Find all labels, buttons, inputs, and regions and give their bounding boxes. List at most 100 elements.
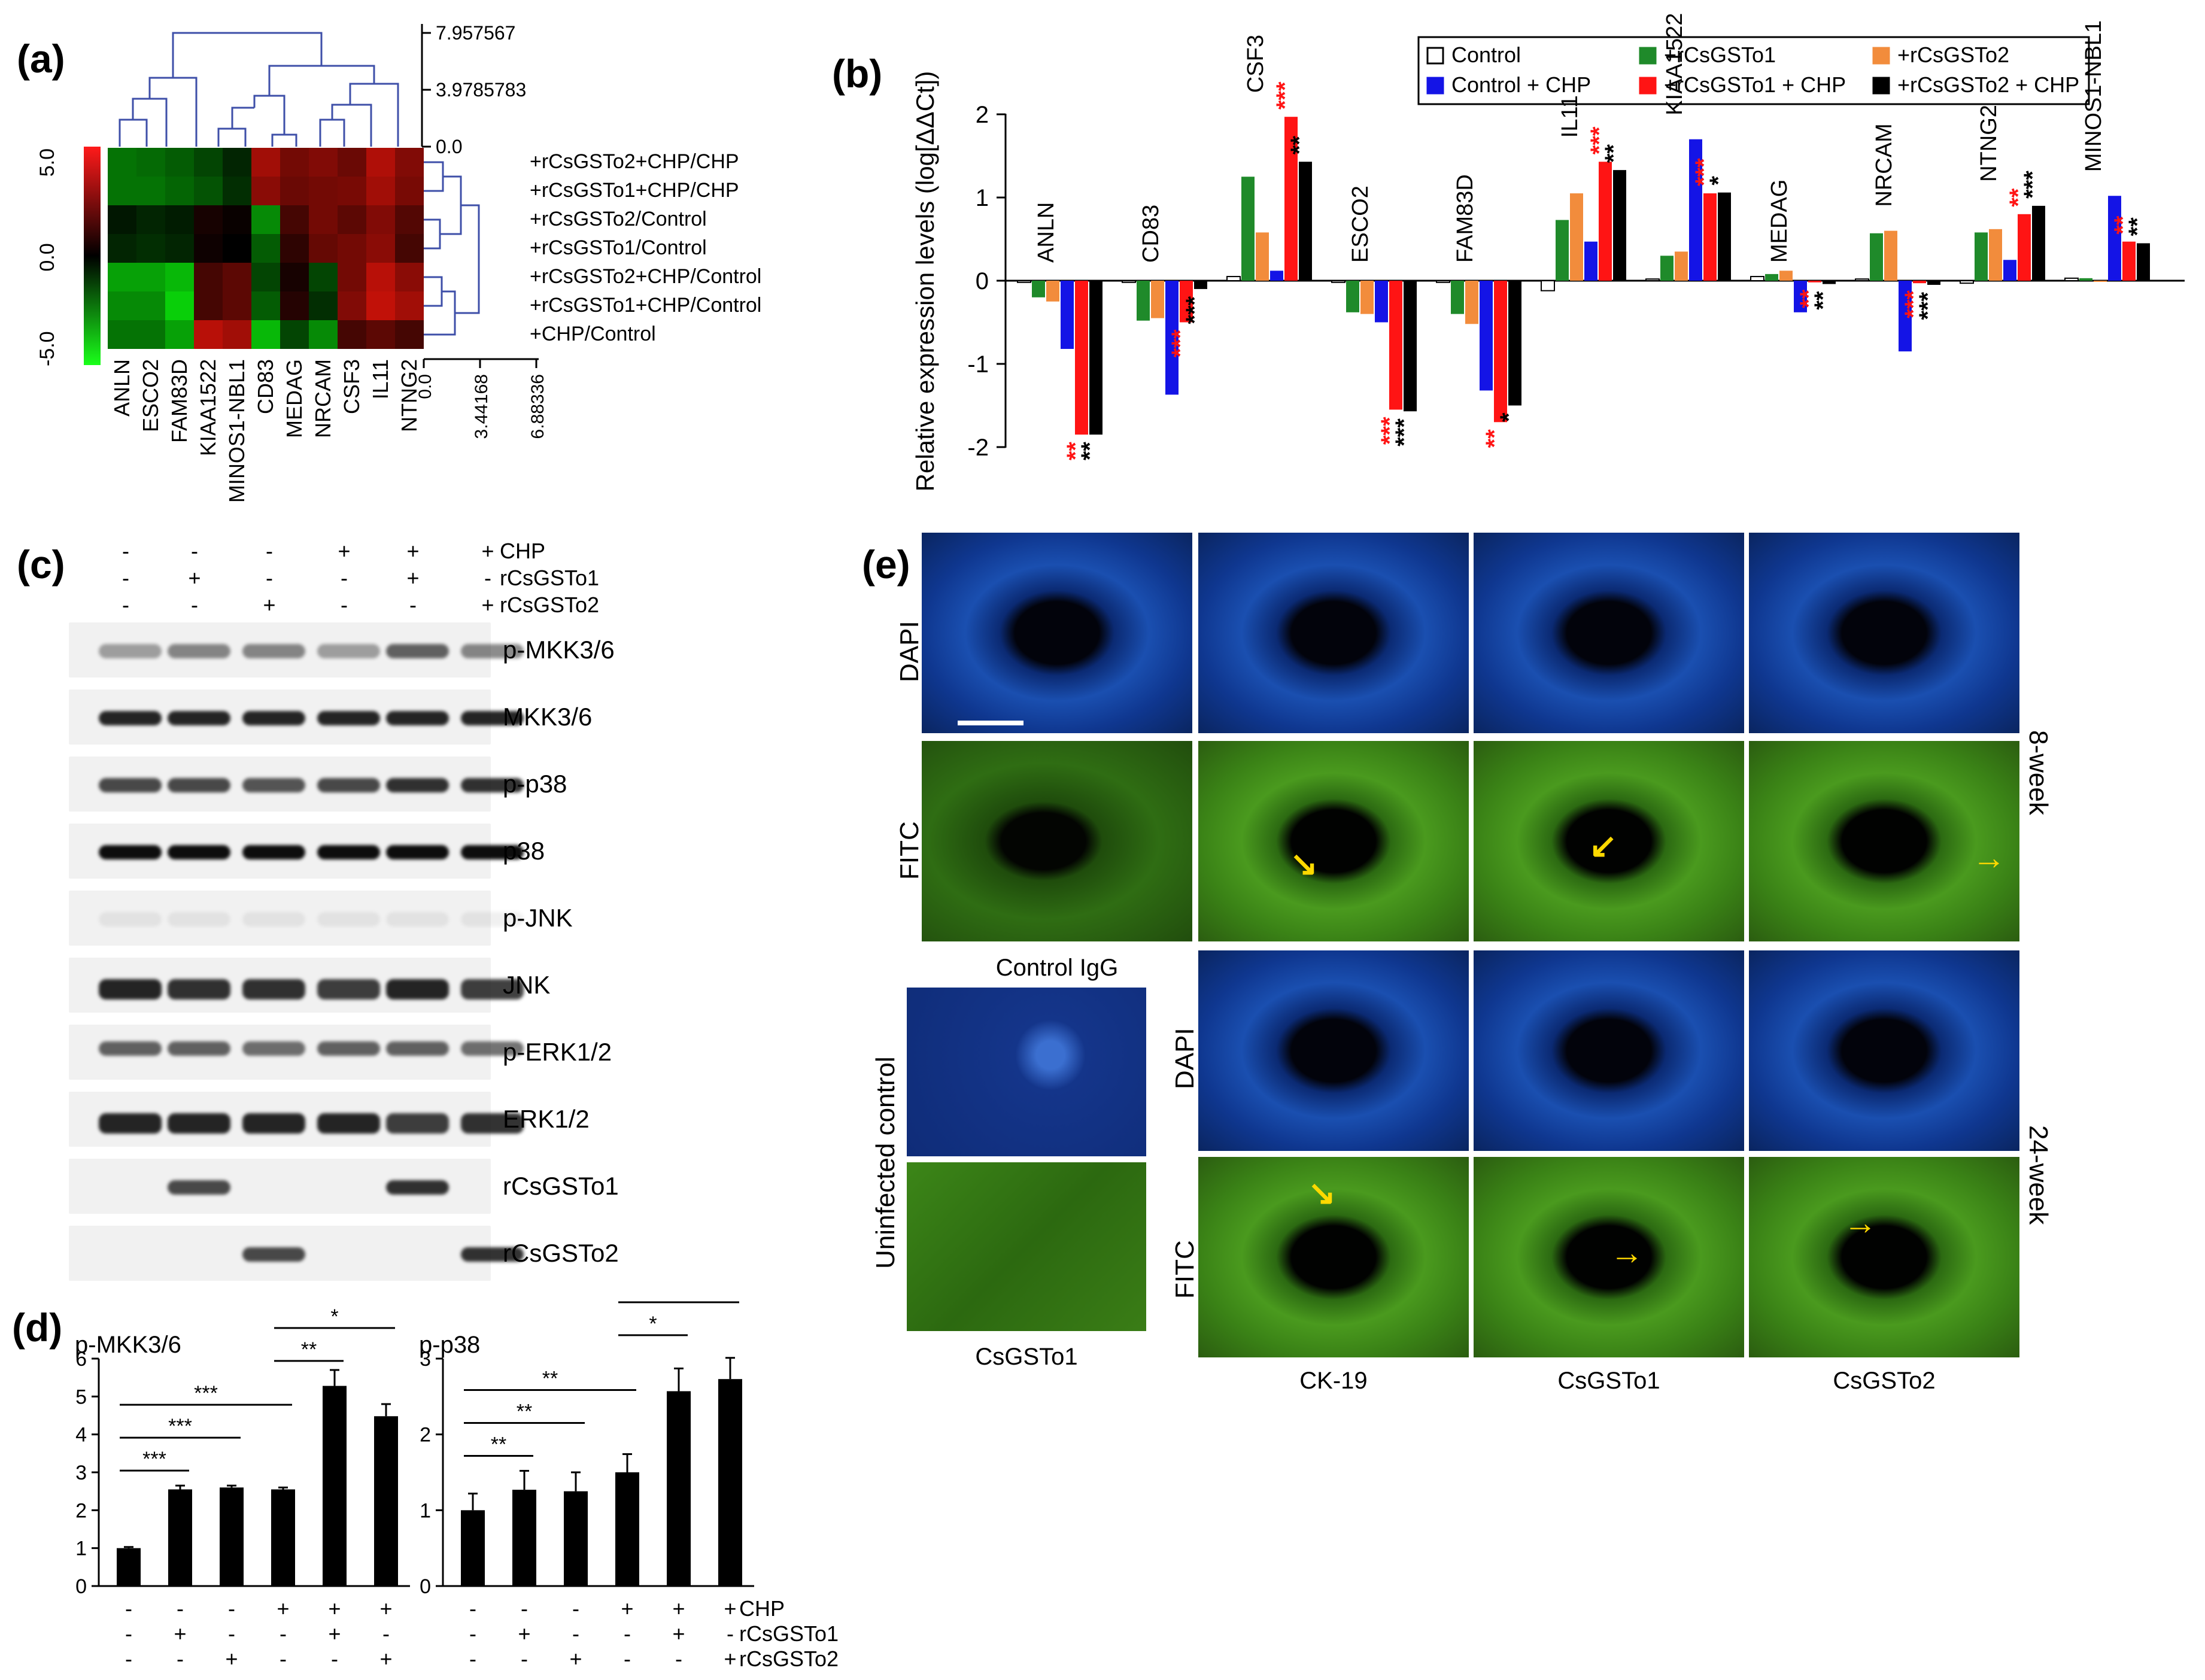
blot-band — [168, 845, 230, 859]
heatmap-col-label: ESCO2 — [138, 359, 163, 432]
week-24-label: 24-week — [2024, 1125, 2053, 1225]
heatmap-cell — [338, 148, 366, 177]
treatment-sign: - — [341, 593, 348, 617]
heatmap-cell — [395, 234, 424, 263]
chart-b-bar — [1180, 281, 1193, 323]
chart-b-sig-red: ** — [2110, 215, 2136, 235]
legend-label: Control + CHP — [1451, 72, 1591, 97]
chart-b-sig-black: ** — [1810, 291, 1836, 310]
heatmap-cell — [194, 263, 223, 291]
chart-b-category-label: FAM83D — [1453, 174, 1478, 263]
top-dendro-tick-1: 3.9785783 — [436, 79, 526, 101]
chart-b-ytick-label: -1 — [967, 351, 989, 378]
chart-d-treatment-sign: + — [328, 1596, 341, 1621]
blot-band-label: p-p38 — [503, 770, 567, 798]
blot-strip — [69, 958, 524, 1013]
chart-b-bar — [1660, 256, 1674, 281]
treatment-sign: - — [341, 566, 348, 590]
chart-d-treatment-sign: - — [727, 1621, 734, 1646]
chart-b-sig-black: * — [1496, 412, 1522, 422]
blot-band — [168, 1180, 230, 1195]
chart-b-legend — [1417, 36, 2090, 105]
chart-d-treatment-sign: - — [331, 1646, 338, 1671]
top-dendro-tick-2: 0.0 — [436, 136, 462, 157]
chart-b-bar — [1346, 281, 1359, 312]
chart-b-bar — [1870, 233, 1883, 281]
blot-strip — [69, 824, 524, 879]
heatmap-col-label: IL11 — [368, 359, 393, 399]
chart-b-category-label: NRCAM — [1872, 123, 1897, 206]
blot-band-label: p-JNK — [503, 904, 573, 932]
blot-strip — [69, 1092, 524, 1147]
heatmap-cell — [223, 263, 251, 291]
chart-d-treatment-sign: - — [469, 1621, 476, 1646]
blot-band — [168, 979, 230, 1000]
blot-band-label: p-MKK3/6 — [503, 636, 615, 664]
heatmap-col-label: MEDAG — [282, 359, 306, 438]
heatmap-cell — [165, 148, 194, 177]
chart-d-title: p-MKK3/6 — [75, 1332, 181, 1358]
blot-band — [317, 1113, 380, 1134]
heatmap-cell — [136, 205, 165, 234]
heatmap-col-label: FAM83D — [167, 359, 192, 443]
chart-b-bar — [1541, 280, 1555, 291]
chart-d-bracket-label: *** — [168, 1415, 192, 1438]
fitc-8w-csgsto2-image — [1749, 741, 2019, 941]
heatmap-cell — [395, 205, 424, 234]
col-label-ck19: CK-19 — [1299, 1368, 1368, 1394]
blot-band — [242, 979, 305, 1000]
chart-b-bar — [1989, 229, 2002, 281]
heatmap-cell — [165, 234, 194, 263]
chart-b-category-label: KIAA1522 — [1662, 13, 1687, 116]
chart-d-treatment-sign: + — [277, 1596, 289, 1621]
treatment-sign: + — [263, 593, 276, 617]
fitc-label-bottom: FITC — [1170, 1240, 1199, 1299]
treatment-sign: - — [122, 566, 129, 590]
legend-label: +rCsGSTo1 + CHP — [1664, 72, 1846, 97]
chart-d-treatment-sign: - — [125, 1646, 132, 1671]
chart-d-treatment-sign: + — [724, 1646, 736, 1671]
chart-b-bar — [2137, 243, 2150, 281]
blot-band — [242, 711, 305, 725]
heatmap-cell — [194, 291, 223, 320]
heatmap-cell — [136, 234, 165, 263]
arrow-icon: → — [1843, 1204, 1877, 1241]
chart-d-ytick-label: 4 — [75, 1424, 87, 1447]
heatmap-cell — [136, 320, 165, 349]
heatmap-cell — [251, 291, 280, 320]
heatmap-cell — [309, 205, 338, 234]
chart-d-bar — [512, 1490, 536, 1586]
chart-b-bar — [1299, 162, 1312, 281]
blot-strip — [69, 1025, 524, 1080]
heatmap-cell — [165, 263, 194, 291]
heatmap-cell — [338, 263, 366, 291]
chart-b-bar — [1645, 278, 1660, 282]
colorscale-tick-top: 5.0 — [36, 148, 59, 177]
heatmap-cell — [165, 291, 194, 320]
heatmap-col-label: CD83 — [253, 359, 278, 414]
chart-b-bar — [1137, 281, 1150, 321]
chart-b-sig-red: ** — [1062, 442, 1089, 461]
chart-b-bar — [1808, 281, 1821, 282]
legend-label: +rCsGSTo2 + CHP — [1897, 72, 2079, 97]
fitc-control-igg-image — [922, 741, 1192, 941]
heatmap-cell — [194, 234, 223, 263]
chart-d-bar — [461, 1510, 485, 1586]
chart-d-treatment-sign: + — [672, 1621, 685, 1646]
blot-band — [386, 979, 449, 1000]
arrow-icon: → — [1610, 1234, 1644, 1271]
heatmap-col-label: NRCAM — [311, 359, 335, 438]
chart-b-bar — [1855, 278, 1869, 282]
heatmap-cell — [395, 320, 424, 349]
chart-b-sig-black: * — [1705, 176, 1732, 186]
blot-band — [386, 1041, 449, 1056]
blot-strip — [69, 1159, 491, 1214]
blot-band — [242, 845, 305, 859]
fitc-24w-csgsto2-image — [1749, 1157, 2019, 1357]
treatment-sign: - — [409, 593, 417, 617]
blot-band — [99, 979, 162, 1000]
chart-d-bracket-label: ** — [671, 1299, 687, 1302]
heatmap-cell — [194, 148, 223, 177]
panel-e-label: (e) — [862, 542, 910, 587]
chart-b-category-label: MEDAG — [1767, 180, 1792, 263]
